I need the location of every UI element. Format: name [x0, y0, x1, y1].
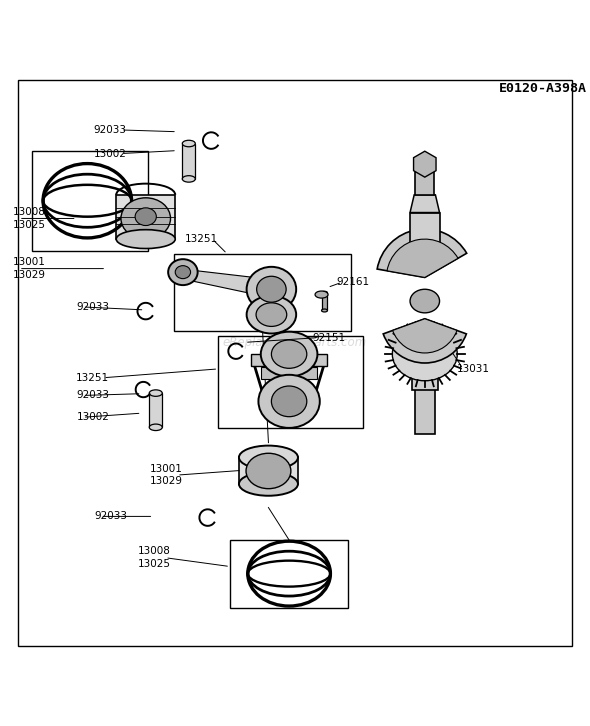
- Text: 92033: 92033: [94, 125, 127, 135]
- Text: 13002: 13002: [94, 149, 127, 158]
- Ellipse shape: [182, 176, 195, 182]
- Bar: [230, 540, 348, 608]
- Ellipse shape: [168, 259, 198, 285]
- Bar: [174, 254, 351, 330]
- Ellipse shape: [256, 303, 287, 327]
- Ellipse shape: [247, 267, 296, 311]
- Ellipse shape: [322, 309, 327, 312]
- Text: 13251: 13251: [76, 372, 109, 383]
- Text: 13002: 13002: [77, 412, 110, 423]
- Text: 13001
13029: 13001 13029: [150, 464, 183, 486]
- Ellipse shape: [149, 424, 162, 431]
- Wedge shape: [377, 229, 467, 277]
- Bar: [218, 336, 363, 428]
- Ellipse shape: [410, 289, 440, 313]
- Ellipse shape: [121, 197, 171, 239]
- Ellipse shape: [239, 446, 298, 469]
- Bar: [251, 354, 327, 366]
- Wedge shape: [387, 239, 458, 277]
- Text: 13008
13025: 13008 13025: [138, 547, 171, 569]
- Bar: [182, 144, 195, 179]
- Bar: [415, 383, 435, 434]
- Ellipse shape: [116, 229, 175, 248]
- Ellipse shape: [149, 390, 162, 396]
- Bar: [415, 173, 434, 195]
- Bar: [32, 150, 148, 251]
- Text: 13031: 13031: [457, 364, 490, 374]
- Bar: [410, 213, 440, 245]
- Ellipse shape: [239, 472, 298, 496]
- Bar: [261, 367, 317, 379]
- Ellipse shape: [247, 295, 296, 333]
- Bar: [149, 393, 162, 428]
- Ellipse shape: [258, 375, 320, 428]
- Text: 92151: 92151: [313, 333, 346, 343]
- Text: 92033: 92033: [77, 302, 110, 312]
- Text: 92033: 92033: [77, 391, 110, 401]
- Text: E0120-A398A: E0120-A398A: [499, 82, 587, 95]
- Text: 13251: 13251: [185, 234, 218, 244]
- Bar: [239, 457, 298, 484]
- Ellipse shape: [182, 140, 195, 147]
- Text: 92161: 92161: [336, 277, 369, 287]
- Ellipse shape: [135, 208, 156, 226]
- Ellipse shape: [315, 291, 328, 298]
- Ellipse shape: [175, 266, 191, 279]
- Wedge shape: [384, 319, 466, 363]
- Ellipse shape: [246, 453, 291, 489]
- Ellipse shape: [271, 340, 307, 368]
- Text: 92033: 92033: [94, 511, 127, 521]
- Bar: [322, 293, 327, 311]
- Bar: [412, 360, 438, 390]
- Text: eReplacementParts.com: eReplacementParts.com: [223, 336, 367, 349]
- Bar: [116, 195, 175, 239]
- Ellipse shape: [392, 327, 457, 380]
- Ellipse shape: [322, 291, 327, 294]
- Ellipse shape: [261, 332, 317, 377]
- Text: 13001
13029: 13001 13029: [13, 258, 46, 280]
- Ellipse shape: [271, 386, 307, 417]
- Text: 13008
13025: 13008 13025: [13, 207, 46, 229]
- Wedge shape: [392, 319, 457, 353]
- Ellipse shape: [257, 277, 286, 302]
- PathPatch shape: [410, 195, 440, 213]
- PathPatch shape: [178, 269, 264, 296]
